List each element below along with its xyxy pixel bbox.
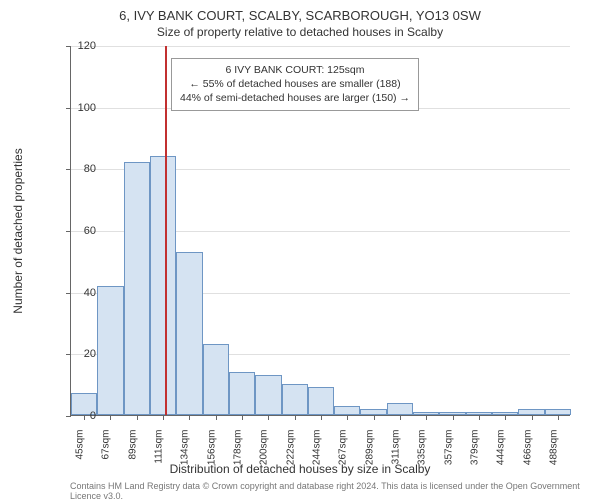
histogram-bar	[150, 156, 176, 415]
xtick-mark	[295, 415, 296, 420]
histogram-bar	[387, 403, 413, 415]
xtick-mark	[426, 415, 427, 420]
ytick-label: 60	[66, 225, 96, 237]
xtick-mark	[347, 415, 348, 420]
ytick-label: 20	[66, 348, 96, 360]
xtick-mark	[532, 415, 533, 420]
histogram-bar	[255, 375, 281, 415]
xtick-mark	[453, 415, 454, 420]
annotation-line: ← 55% of detached houses are smaller (18…	[180, 77, 410, 91]
annotation-line: 6 IVY BANK COURT: 125sqm	[180, 63, 410, 77]
ytick-label: 100	[66, 102, 96, 114]
ytick-label: 120	[66, 40, 96, 52]
xtick-mark	[374, 415, 375, 420]
ytick-label: 40	[66, 287, 96, 299]
histogram-bar	[229, 372, 255, 415]
histogram-bar	[176, 252, 202, 415]
xtick-mark	[321, 415, 322, 420]
annotation-line: 44% of semi-detached houses are larger (…	[180, 91, 410, 105]
grid-line	[71, 46, 570, 47]
reference-line	[165, 46, 167, 415]
histogram-bar	[334, 406, 360, 415]
y-axis-label: Number of detached properties	[11, 148, 25, 313]
chart-container: 6, IVY BANK COURT, SCALBY, SCARBOROUGH, …	[0, 0, 600, 500]
xtick-mark	[558, 415, 559, 420]
chart-title-sub: Size of property relative to detached ho…	[0, 25, 600, 39]
xtick-mark	[479, 415, 480, 420]
histogram-bar	[203, 344, 229, 415]
ytick-label: 0	[66, 410, 96, 422]
xtick-mark	[268, 415, 269, 420]
xtick-mark	[242, 415, 243, 420]
xtick-mark	[400, 415, 401, 420]
xtick-mark	[110, 415, 111, 420]
xtick-mark	[216, 415, 217, 420]
x-axis-label: Distribution of detached houses by size …	[0, 462, 600, 476]
xtick-mark	[189, 415, 190, 420]
plot-area: 6 IVY BANK COURT: 125sqm← 55% of detache…	[70, 46, 570, 416]
histogram-bar	[308, 387, 334, 415]
footer-attribution: Contains HM Land Registry data © Crown c…	[70, 481, 600, 501]
xtick-mark	[163, 415, 164, 420]
xtick-mark	[137, 415, 138, 420]
histogram-bar	[124, 162, 150, 415]
ytick-label: 80	[66, 163, 96, 175]
histogram-bar	[97, 286, 123, 416]
annotation-box: 6 IVY BANK COURT: 125sqm← 55% of detache…	[171, 58, 419, 111]
histogram-bar	[282, 384, 308, 415]
chart-title-main: 6, IVY BANK COURT, SCALBY, SCARBOROUGH, …	[0, 8, 600, 23]
xtick-mark	[505, 415, 506, 420]
